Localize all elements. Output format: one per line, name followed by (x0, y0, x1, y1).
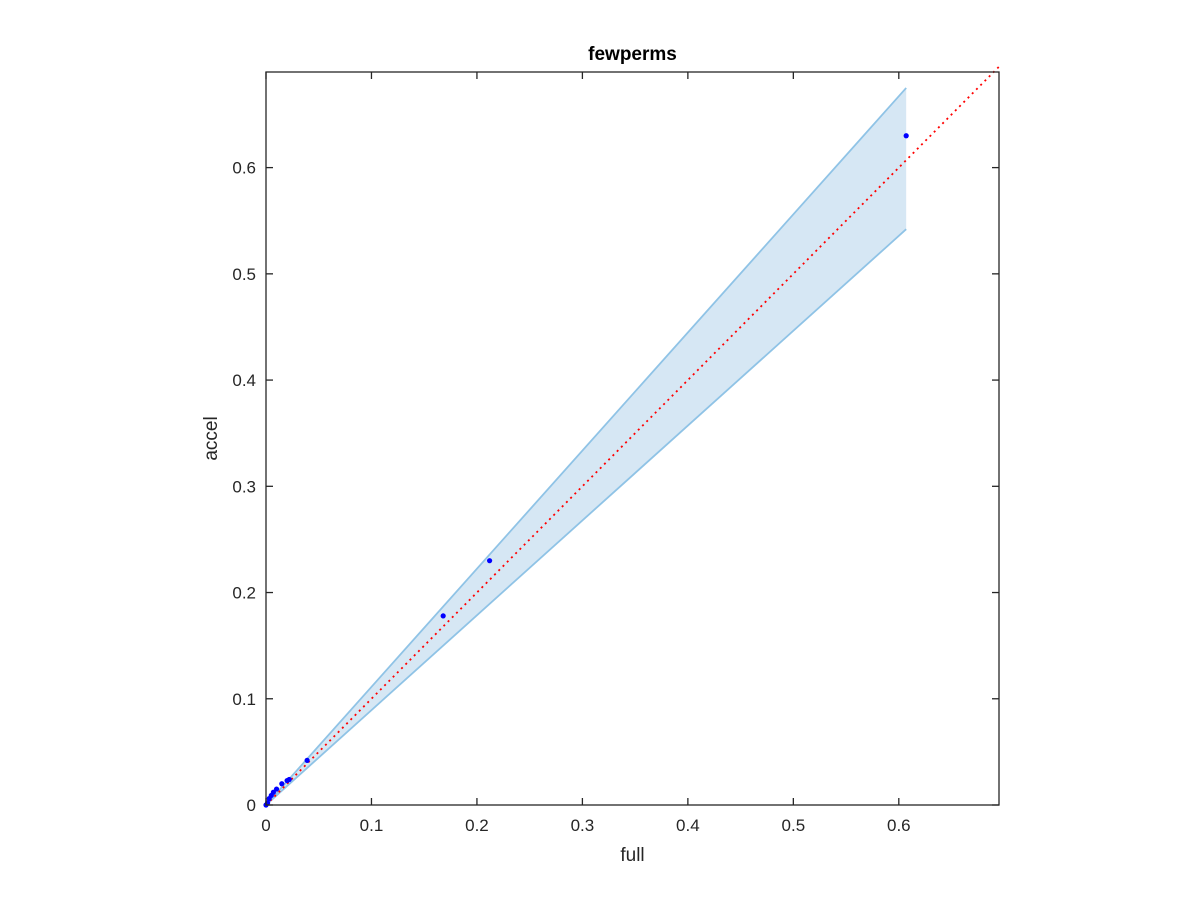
data-point (270, 789, 276, 795)
y-tick-label: 0.4 (232, 371, 256, 390)
data-point (486, 558, 493, 564)
x-tick-label: 0.6 (887, 816, 911, 835)
y-axis-label: accel (201, 416, 222, 460)
ticks-layer: 0 0.1 0.2 0.3 0.4 0.5 0.6 0 0.1 0.2 0.3 0.4 0.5 0.6 (232, 72, 999, 835)
data-point (273, 786, 280, 792)
x-axis-label: full (620, 845, 644, 866)
confidence-band-upper-edge (265, 87, 907, 806)
data-point (304, 757, 310, 763)
x-tick-label: 0.1 (360, 816, 384, 835)
data-point (903, 133, 909, 139)
x-tick-label: 0.2 (465, 816, 489, 835)
y-tick-label: 0.6 (232, 159, 256, 178)
plot-frame (265, 71, 1000, 806)
data-point (279, 781, 285, 787)
y-tick-label: 0.2 (232, 584, 256, 603)
chart-title: fewperms (588, 44, 677, 65)
y-tick-label: 0.3 (232, 477, 256, 496)
x-tick-label: 0 (261, 816, 270, 835)
x-tick-label: 0.5 (782, 816, 806, 835)
y-tick-label: 0 (247, 796, 256, 815)
confidence-band-layer (265, 87, 907, 806)
y-tick-label: 0.5 (232, 265, 256, 284)
y-tick-label: 0.1 (232, 690, 256, 709)
data-point (440, 613, 446, 619)
x-tick-label: 0.3 (571, 816, 595, 835)
confidence-band-lower-edge (265, 228, 907, 806)
x-tick-label: 0.4 (676, 816, 700, 835)
data-point (286, 776, 292, 783)
